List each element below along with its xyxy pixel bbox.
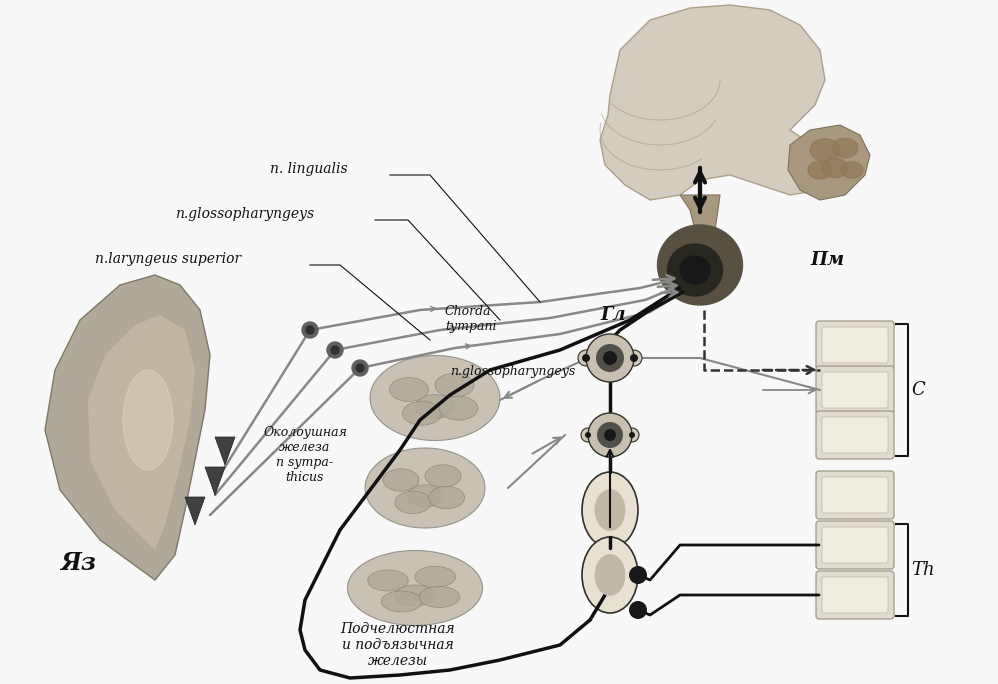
FancyBboxPatch shape [816, 411, 894, 459]
Circle shape [604, 429, 616, 441]
Ellipse shape [123, 370, 173, 470]
Circle shape [585, 432, 591, 438]
Text: C: C [911, 381, 925, 399]
Circle shape [629, 566, 647, 584]
Polygon shape [788, 125, 870, 200]
Ellipse shape [365, 448, 485, 528]
Ellipse shape [347, 551, 482, 625]
Ellipse shape [582, 537, 638, 613]
Ellipse shape [595, 554, 626, 596]
Ellipse shape [428, 486, 465, 509]
Text: Гл: Гл [600, 306, 626, 324]
Ellipse shape [415, 395, 454, 419]
Text: n.laryngeus superior: n.laryngeus superior [95, 252, 242, 266]
Circle shape [625, 428, 639, 442]
FancyBboxPatch shape [822, 477, 888, 513]
Circle shape [629, 601, 647, 619]
Circle shape [306, 326, 314, 334]
Polygon shape [205, 467, 225, 495]
Text: Околоушная
железа
n sympa-
thicus: Околоушная железа n sympa- thicus [263, 426, 347, 484]
Ellipse shape [582, 472, 638, 548]
Circle shape [582, 354, 590, 362]
Circle shape [352, 360, 368, 376]
Ellipse shape [680, 256, 710, 284]
Ellipse shape [658, 225, 743, 305]
Ellipse shape [822, 158, 848, 178]
Ellipse shape [370, 356, 500, 440]
Text: Th: Th [911, 561, 934, 579]
Polygon shape [45, 275, 210, 580]
Circle shape [629, 432, 635, 438]
Circle shape [630, 354, 638, 362]
Circle shape [581, 428, 595, 442]
FancyBboxPatch shape [822, 577, 888, 613]
Ellipse shape [808, 161, 832, 179]
Circle shape [356, 364, 364, 372]
Circle shape [331, 346, 339, 354]
FancyBboxPatch shape [816, 321, 894, 369]
Polygon shape [680, 195, 720, 245]
Circle shape [597, 422, 623, 448]
Ellipse shape [415, 566, 455, 588]
Ellipse shape [367, 570, 408, 591]
FancyBboxPatch shape [822, 527, 888, 563]
Ellipse shape [841, 161, 863, 179]
Text: n.glossopharyngeys: n.glossopharyngeys [450, 365, 575, 378]
Ellipse shape [832, 138, 858, 158]
Polygon shape [185, 497, 205, 525]
FancyBboxPatch shape [822, 327, 888, 363]
Ellipse shape [419, 586, 459, 607]
Ellipse shape [395, 585, 435, 606]
Circle shape [578, 350, 594, 366]
Text: n.glossopharyngeys: n.glossopharyngeys [175, 207, 314, 221]
Ellipse shape [407, 485, 443, 508]
Ellipse shape [402, 402, 441, 425]
FancyBboxPatch shape [822, 372, 888, 408]
Ellipse shape [439, 396, 478, 420]
Ellipse shape [595, 489, 626, 531]
Polygon shape [215, 437, 235, 465]
Text: Подчелюстная
и подъязычная
железы: Подчелюстная и подъязычная железы [340, 622, 455, 668]
Text: Chorda
tympani: Chorda tympani [445, 305, 496, 333]
Polygon shape [88, 315, 195, 550]
Circle shape [626, 350, 642, 366]
Ellipse shape [389, 378, 428, 402]
Text: Пм: Пм [810, 251, 844, 269]
Text: n. lingualis: n. lingualis [270, 162, 347, 176]
FancyBboxPatch shape [816, 366, 894, 414]
Circle shape [586, 334, 634, 382]
Circle shape [302, 322, 318, 338]
FancyBboxPatch shape [816, 571, 894, 619]
Circle shape [327, 342, 343, 358]
Circle shape [596, 344, 624, 372]
FancyBboxPatch shape [816, 471, 894, 519]
Ellipse shape [435, 373, 474, 397]
Ellipse shape [395, 491, 431, 514]
Ellipse shape [381, 591, 422, 612]
FancyBboxPatch shape [822, 417, 888, 453]
Circle shape [603, 351, 617, 365]
Ellipse shape [425, 465, 461, 487]
Ellipse shape [668, 244, 723, 296]
Ellipse shape [383, 469, 419, 491]
Circle shape [588, 413, 632, 457]
Text: Яз: Яз [60, 551, 96, 575]
FancyBboxPatch shape [816, 521, 894, 569]
Polygon shape [600, 5, 830, 200]
Ellipse shape [810, 139, 840, 161]
